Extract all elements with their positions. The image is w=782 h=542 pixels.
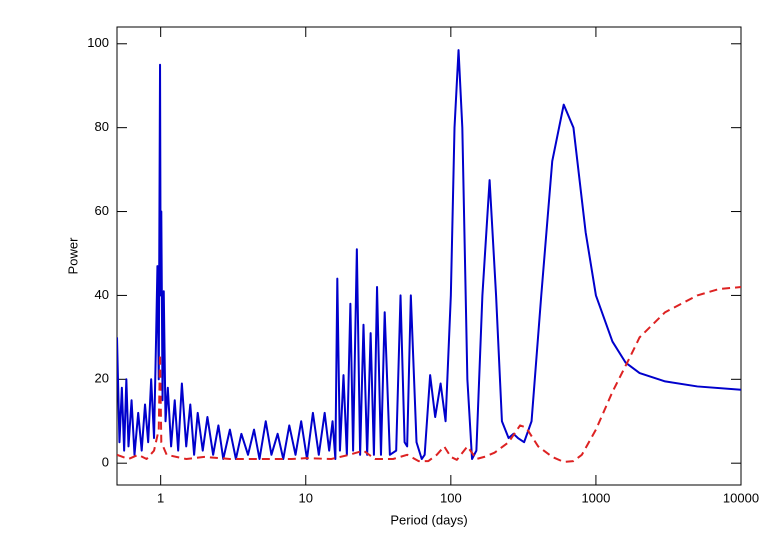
y-tick-label: 40 (95, 287, 109, 302)
y-tick-label: 60 (95, 203, 109, 218)
y-tick-label: 80 (95, 119, 109, 134)
x-tick-label: 1 (157, 490, 164, 505)
x-tick-label: 10000 (723, 490, 759, 505)
x-tick-label: 100 (440, 490, 462, 505)
y-tick-label: 0 (102, 455, 109, 470)
y-tick-label: 100 (87, 35, 109, 50)
x-tick-label: 1000 (581, 490, 610, 505)
x-axis-label: Period (days) (390, 512, 467, 527)
plot-frame (116, 26, 742, 486)
series-line (117, 49, 741, 460)
series-line (117, 286, 741, 463)
x-tick-label: 10 (299, 490, 313, 505)
y-tick-label: 20 (95, 371, 109, 386)
y-axis-label: Power (65, 237, 80, 275)
